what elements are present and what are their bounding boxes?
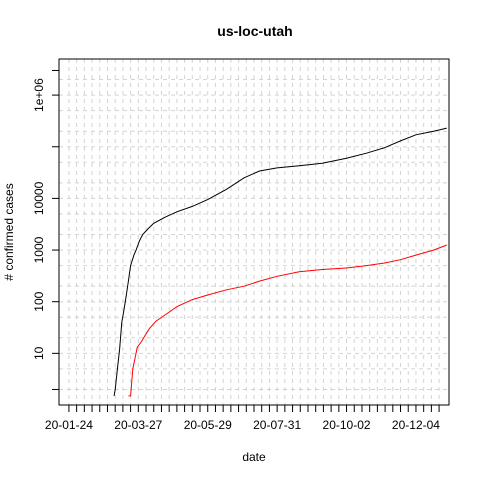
series-lines (113, 127, 447, 397)
series-line-2 (128, 244, 447, 397)
x-tick-label: 20-03-27 (114, 418, 162, 432)
x-tick-label: 20-07-31 (253, 418, 301, 432)
x-axis: 20-01-24 20-03-27 20-05-29 20-07-31 20-10-02… (45, 404, 440, 432)
y-tick-label: 10 (32, 346, 46, 360)
x-tick-label: 20-05-29 (184, 418, 232, 432)
y-tick-label: 1000 (32, 236, 46, 263)
x-tick-label: 20-10-02 (323, 418, 371, 432)
x-tick-label: 20-01-24 (45, 418, 93, 432)
x-tick-label: 20-12-04 (392, 418, 440, 432)
series-line-1 (113, 127, 447, 396)
x-axis-label: date (242, 450, 266, 464)
y-axis: 10 100 1000 10000 1e+06 (32, 69, 60, 390)
y-axis-label: # confirmed cases (2, 183, 16, 280)
y-tick-label: 1e+06 (32, 78, 46, 112)
grid (59, 58, 449, 405)
y-tick-label: 100 (32, 291, 46, 311)
y-tick-label: 10000 (32, 181, 46, 215)
chart-title: us-loc-utah (217, 23, 292, 39)
